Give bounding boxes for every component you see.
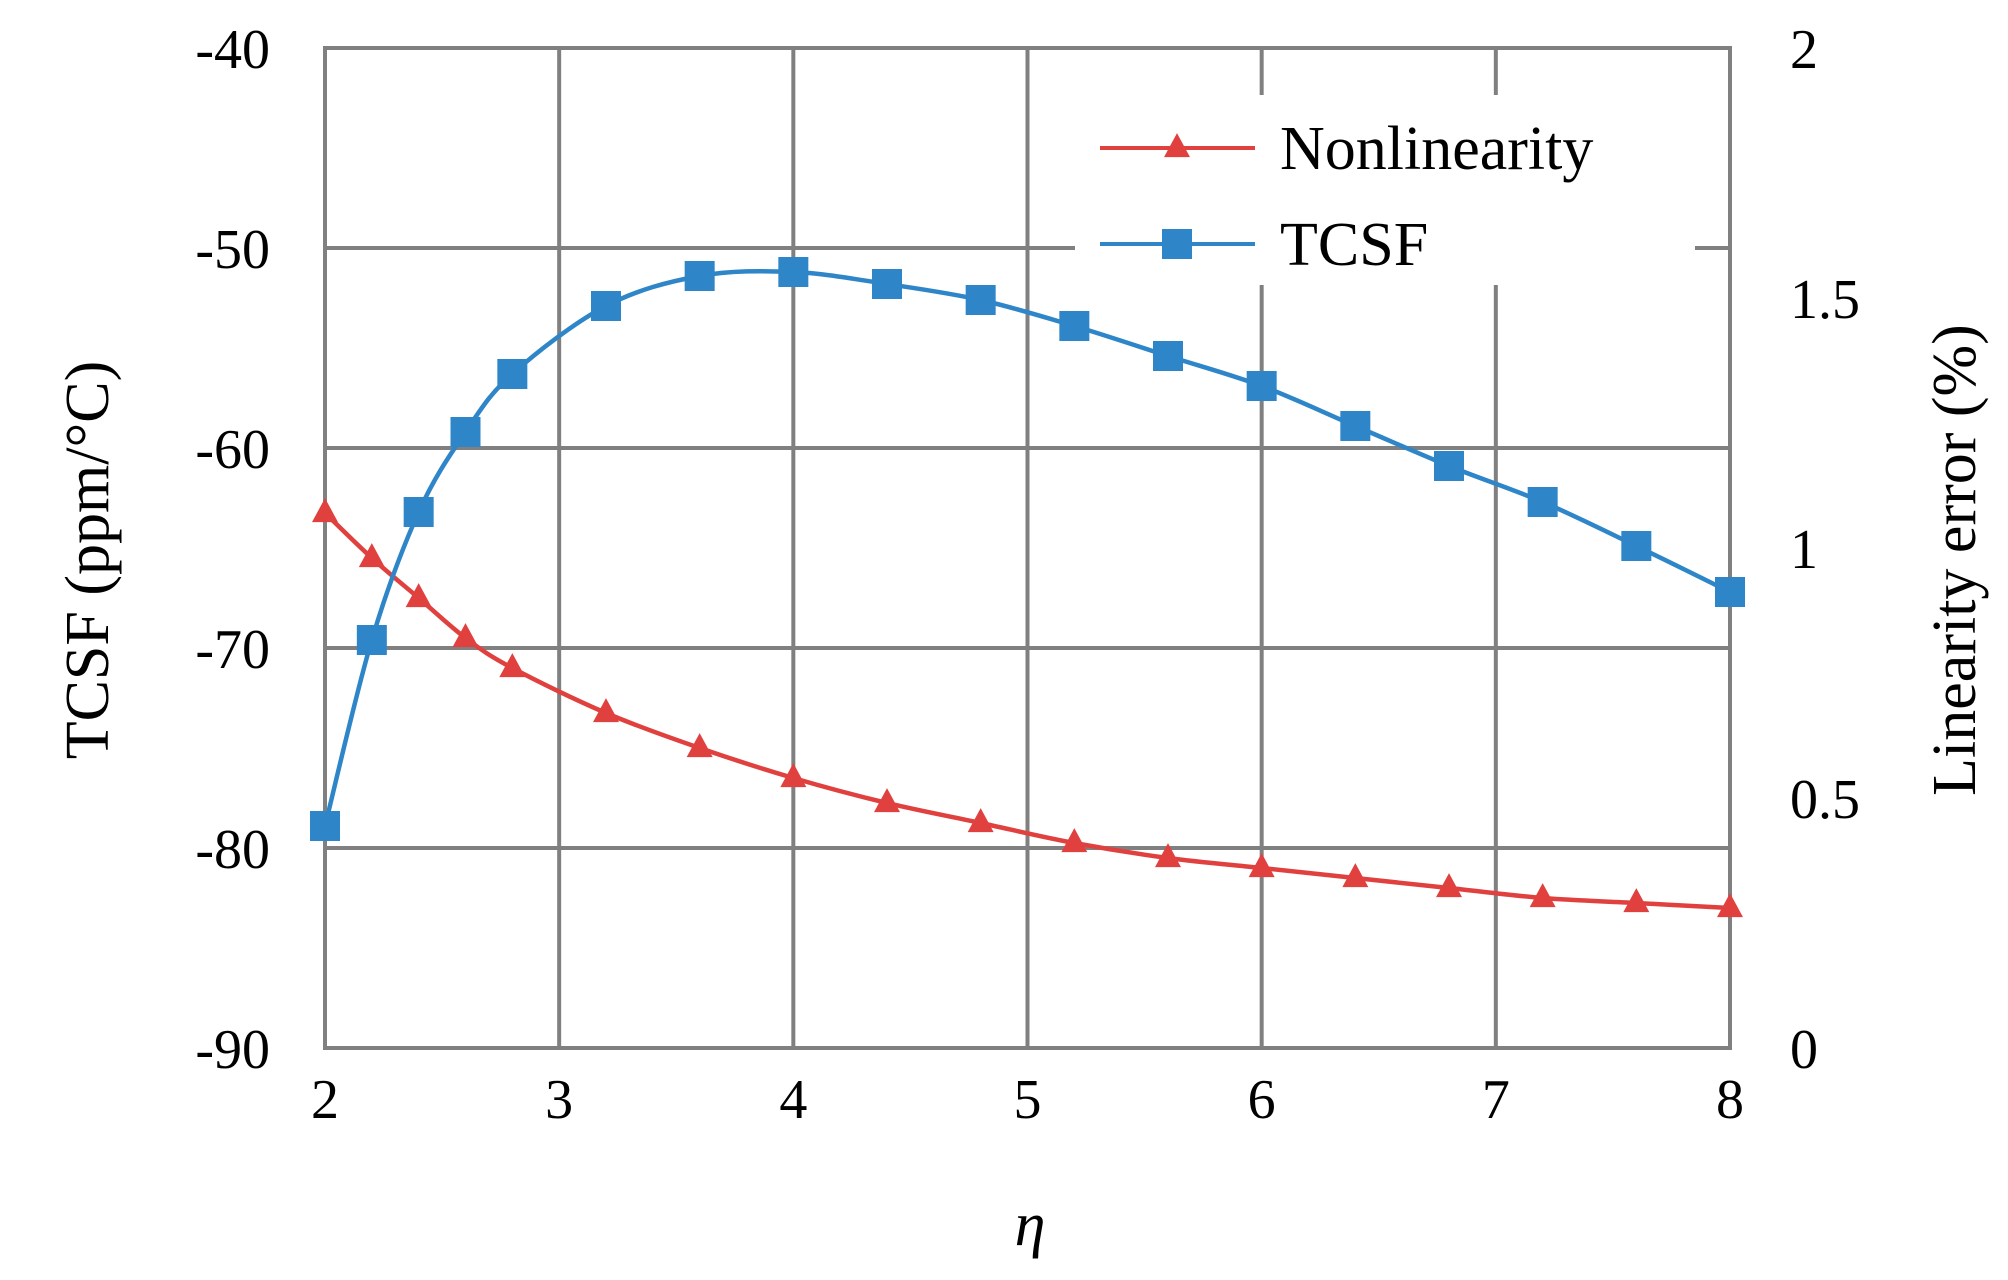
data-point-nonlinearity <box>686 733 713 758</box>
y-right-tick-label: 0.5 <box>1790 769 1860 831</box>
y-right-tick-label: 2 <box>1790 19 1818 81</box>
legend-nonlinearity-label: Nonlinearity <box>1280 115 1593 183</box>
data-point-tcsf <box>965 285 996 315</box>
series-tcsf <box>310 257 1745 841</box>
y-right-tick-label: 0 <box>1790 1019 1818 1081</box>
x-tick-label: 6 <box>1248 1069 1276 1131</box>
data-point-nonlinearity <box>874 788 900 813</box>
y-left-tick-label: -40 <box>195 19 270 81</box>
data-point-tcsf <box>1527 487 1558 517</box>
data-point-nonlinearity <box>1529 883 1556 908</box>
data-point-nonlinearity <box>1061 828 1088 853</box>
y-left-tick-label: -90 <box>195 1019 270 1081</box>
data-point-nonlinearity <box>1436 873 1462 898</box>
data-point-tcsf <box>1059 311 1090 341</box>
data-point-tcsf <box>872 269 902 299</box>
x-tick-label: 3 <box>545 1069 573 1131</box>
x-tick-label: 8 <box>1716 1069 1744 1131</box>
data-point-tcsf <box>1434 451 1464 481</box>
data-point-tcsf <box>1340 411 1371 441</box>
data-point-tcsf <box>356 625 387 655</box>
y-left-axis-title: TCSF (ppm/°C) <box>54 361 122 760</box>
plot-frame <box>323 46 1732 1050</box>
data-point-nonlinearity <box>499 653 526 678</box>
legend: Nonlinearity TCSF <box>1075 95 1695 285</box>
series-nonlinearity <box>312 498 1743 918</box>
data-point-tcsf <box>1715 577 1745 607</box>
legend-tcsf-marker <box>1162 229 1192 259</box>
y-left-tick-label: -80 <box>195 819 270 881</box>
data-point-tcsf <box>1621 531 1652 561</box>
y-right-tick-labels: 2 1.5 1 0.5 0 <box>1790 19 1860 1081</box>
series-layer <box>310 257 1745 918</box>
data-point-nonlinearity <box>1342 863 1369 888</box>
data-point-nonlinearity <box>1623 888 1650 913</box>
series-line-tcsf <box>322 268 1731 827</box>
data-point-tcsf <box>778 257 809 287</box>
data-point-tcsf <box>1153 341 1183 371</box>
data-point-tcsf <box>684 261 715 291</box>
x-tick-label: 5 <box>1014 1069 1042 1131</box>
data-point-nonlinearity <box>452 623 479 648</box>
data-point-tcsf <box>450 417 481 447</box>
data-point-nonlinearity <box>405 583 432 608</box>
data-point-tcsf <box>497 359 528 389</box>
data-point-nonlinearity <box>1717 893 1743 918</box>
y-right-tick-label: 1.5 <box>1790 269 1860 331</box>
data-point-nonlinearity <box>358 543 385 568</box>
data-point-nonlinearity <box>312 498 338 523</box>
y-left-tick-label: -60 <box>195 419 270 481</box>
data-point-nonlinearity <box>967 808 994 833</box>
y-right-axis-title: Linearity error (%) <box>1921 324 1989 796</box>
x-tick-label: 4 <box>779 1069 807 1131</box>
y-left-tick-label: -50 <box>195 219 270 281</box>
x-axis-title: η <box>1015 1191 1046 1259</box>
data-point-tcsf <box>591 291 621 321</box>
data-point-tcsf <box>310 811 340 841</box>
y-left-tick-label: -70 <box>195 619 270 681</box>
legend-nonlinearity-marker <box>1164 133 1190 158</box>
x-tick-label: 2 <box>311 1069 339 1131</box>
data-point-nonlinearity <box>593 698 619 723</box>
data-point-nonlinearity <box>1248 853 1275 878</box>
legend-tcsf-label: TCSF <box>1280 211 1428 279</box>
data-point-nonlinearity <box>780 763 807 788</box>
x-tick-labels: 2 3 4 5 6 7 8 <box>311 1069 1744 1131</box>
data-point-tcsf <box>1246 371 1277 401</box>
data-point-tcsf <box>403 497 434 527</box>
y-left-tick-labels: -40 -50 -60 -70 -80 -90 <box>195 19 270 1081</box>
x-tick-label: 7 <box>1482 1069 1510 1131</box>
y-right-tick-label: 1 <box>1790 519 1818 581</box>
data-point-nonlinearity <box>1155 843 1181 868</box>
